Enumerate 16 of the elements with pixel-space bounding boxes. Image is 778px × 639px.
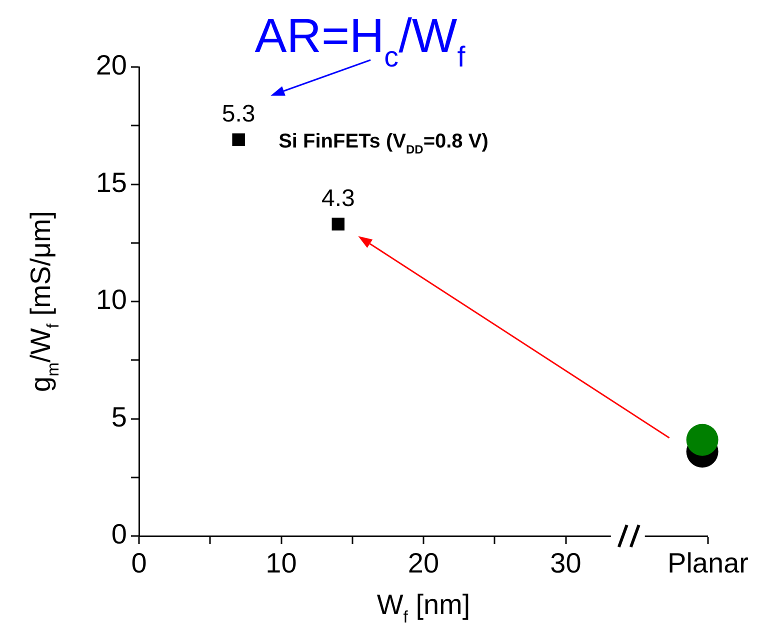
annotation: 5.3 <box>222 100 256 128</box>
annotation: 4.3 <box>321 185 355 212</box>
x-tick-label: 0 <box>131 548 147 579</box>
point <box>232 133 245 146</box>
point <box>332 218 345 230</box>
y-tick-label: 10 <box>96 284 127 316</box>
x-tick-label: 20 <box>408 548 440 579</box>
y-tick-label: 20 <box>96 50 127 81</box>
x-tick-label: 10 <box>266 548 297 579</box>
y-tick-label: 5 <box>111 401 127 432</box>
x-tick-label: Planar <box>668 548 748 579</box>
y-tick-label: 15 <box>96 166 127 198</box>
y-axis-title: gm/Wf [mS/μm] <box>25 211 62 392</box>
y-tick-label: 0 <box>111 518 127 550</box>
x-tick-label: 30 <box>550 548 582 579</box>
point <box>686 424 718 456</box>
